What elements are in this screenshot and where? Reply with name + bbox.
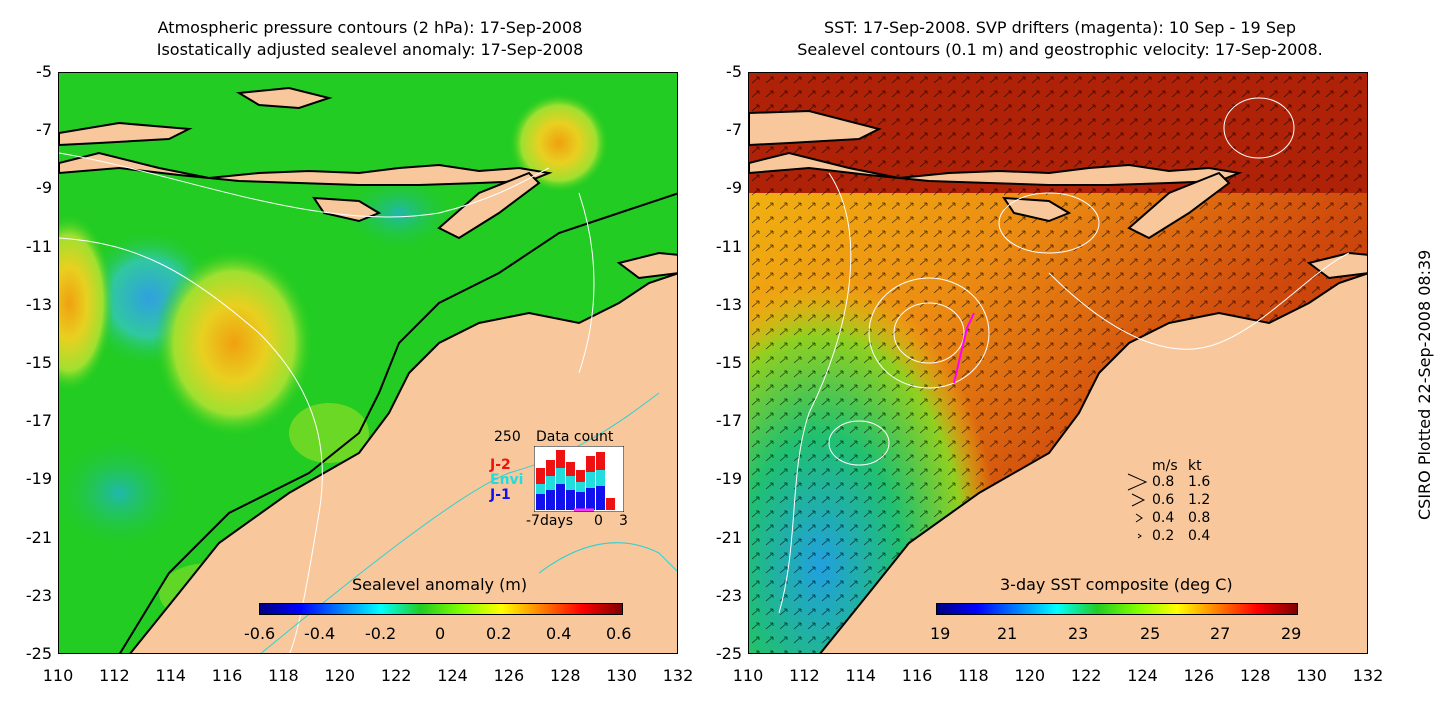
right-title-line2: Sealevel contours (0.1 m) and geostrophi… <box>797 40 1323 59</box>
right-colorbar <box>936 603 1298 615</box>
left-x-tick: 114 <box>155 666 186 685</box>
right-cb-tick-1: 21 <box>997 624 1018 643</box>
right-y-tick: -23 <box>715 585 742 605</box>
right-x-tick: 126 <box>1183 666 1215 685</box>
right-y-tick: -9 <box>726 178 742 198</box>
right-x-tick: 116 <box>901 666 933 685</box>
right-y-tick: -21 <box>715 527 742 547</box>
left-y-tick: -17 <box>25 411 52 431</box>
left-x-tick: 122 <box>380 666 412 685</box>
left-cb-tick-6: 0.6 <box>606 624 632 643</box>
sealevel-anomaly-map <box>58 72 678 654</box>
inset-legend-j2: J-2 <box>490 457 511 473</box>
right-title-line1: SST: 17-Sep-2008. SVP drifters (magenta)… <box>824 18 1296 37</box>
inset-legend-envi: Envi <box>490 472 524 488</box>
left-x-tick: 128 <box>549 666 581 685</box>
left-cb-tick-2: -0.2 <box>365 624 397 643</box>
left-cb-tick-1: -0.4 <box>304 624 336 643</box>
left-y-tick: -5 <box>36 62 52 81</box>
right-cb-tick-3: 25 <box>1140 624 1161 643</box>
velocity-row-1-kt: 1.2 <box>1188 492 1211 508</box>
right-colorbar-label: 3-day SST composite (deg C) <box>1000 575 1233 594</box>
velocity-header-ms: m/s <box>1152 458 1178 474</box>
left-y-tick: -11 <box>25 236 52 256</box>
inset-xlabel-left: -7days <box>526 513 574 529</box>
right-cb-tick-4: 27 <box>1210 624 1231 643</box>
inset-title: Data count <box>536 429 614 445</box>
velocity-row-3-ms: 0.2 <box>1152 528 1175 544</box>
velocity-row-1-ms: 0.6 <box>1152 492 1175 508</box>
right-y-tick: -13 <box>715 294 742 314</box>
velocity-row-2-kt: 0.8 <box>1188 510 1211 526</box>
left-x-tick: 112 <box>99 666 130 685</box>
left-y-tick: -19 <box>25 469 52 489</box>
velocity-row-0-kt: 1.6 <box>1188 474 1211 490</box>
left-y-tick: -21 <box>25 527 52 547</box>
velocity-arrows <box>1127 473 1148 539</box>
left-colorbar-label: Sealevel anomaly (m) <box>352 575 528 594</box>
left-y-tick: -23 <box>25 585 52 605</box>
sst-map <box>748 72 1368 654</box>
left-cb-tick-5: 0.4 <box>546 624 572 643</box>
left-cb-tick-3: 0 <box>435 624 446 643</box>
velocity-row-2-ms: 0.4 <box>1152 510 1175 526</box>
left-x-tick: 118 <box>268 666 299 685</box>
left-colorbar <box>259 603 623 615</box>
right-x-tick: 112 <box>789 666 820 685</box>
left-y-tick: -25 <box>25 644 52 663</box>
right-y-tick: -17 <box>715 411 742 431</box>
right-cb-tick-0: 19 <box>930 624 951 643</box>
left-x-tick: 120 <box>324 666 356 685</box>
left-x-tick: 132 <box>662 666 694 685</box>
right-x-tick: 120 <box>1014 666 1046 685</box>
right-x-tick: 122 <box>1070 666 1102 685</box>
left-y-tick: -13 <box>25 294 52 314</box>
right-x-tick: 132 <box>1352 666 1384 685</box>
right-y-tick: -11 <box>715 236 742 256</box>
left-x-tick: 126 <box>493 666 525 685</box>
velocity-row-0-ms: 0.8 <box>1152 474 1175 490</box>
left-x-tick: 116 <box>211 666 243 685</box>
left-cb-tick-0: -0.6 <box>244 624 276 643</box>
left-y-tick: -7 <box>36 120 52 140</box>
right-cb-tick-2: 23 <box>1068 624 1089 643</box>
right-y-tick: -7 <box>726 120 742 140</box>
credit-text: CSIRO Plotted 22-Sep-2008 08:39 <box>1415 249 1434 520</box>
velocity-row-3-kt: 0.4 <box>1188 528 1211 544</box>
right-x-tick: 124 <box>1127 666 1158 685</box>
right-x-tick: 114 <box>845 666 876 685</box>
left-x-tick: 130 <box>606 666 637 685</box>
left-y-tick: -9 <box>36 178 52 198</box>
right-x-tick: 118 <box>958 666 989 685</box>
inset-xlabel-mid: 0 <box>594 513 603 529</box>
left-cb-tick-4: 0.2 <box>486 624 512 643</box>
left-x-tick: 110 <box>42 666 74 685</box>
right-y-tick: -19 <box>715 469 742 489</box>
right-y-tick: -15 <box>715 353 742 372</box>
left-title-line1: Atmospheric pressure contours (2 hPa): 1… <box>157 18 583 37</box>
inset-legend-j1: J-1 <box>490 487 511 503</box>
left-title-line2: Isostatically adjusted sealevel anomaly:… <box>156 40 584 59</box>
right-x-tick: 128 <box>1239 666 1271 685</box>
right-x-tick: 110 <box>732 666 764 685</box>
right-y-tick: -5 <box>726 62 742 81</box>
right-y-tick: -25 <box>715 644 742 663</box>
inset-xlabel-right: 3 <box>619 513 628 529</box>
left-x-tick: 124 <box>437 666 468 685</box>
left-y-tick: -15 <box>25 353 52 372</box>
velocity-header-kt: kt <box>1188 458 1202 474</box>
right-x-tick: 130 <box>1296 666 1327 685</box>
right-cb-tick-5: 29 <box>1281 624 1302 643</box>
inset-bars <box>534 446 624 512</box>
inset-ymax: 250 <box>494 429 521 445</box>
